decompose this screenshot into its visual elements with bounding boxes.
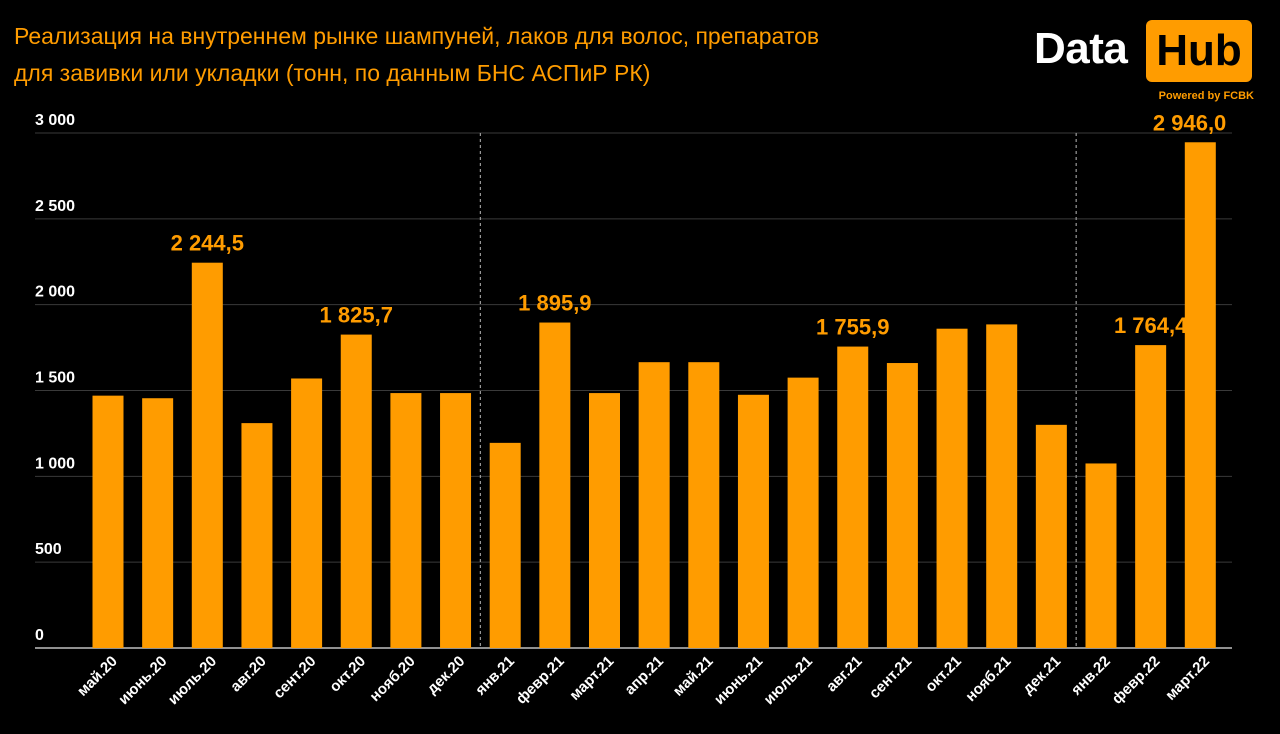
x-tick-label: нояб.21 [962, 653, 1014, 705]
bar-июль.21 [788, 378, 819, 648]
bar-нояб.21 [986, 324, 1017, 648]
x-tick-label: дек.20 [424, 653, 469, 698]
x-tick-label: март.21 [566, 653, 617, 704]
bar-окт.21 [937, 329, 968, 648]
y-tick-label: 1 500 [35, 370, 75, 387]
y-tick-label: 2 500 [35, 198, 75, 215]
bar-июнь.21 [738, 395, 769, 648]
x-tick-label: сент.20 [270, 653, 319, 702]
bar-март.21 [589, 393, 620, 648]
bar-сент.21 [887, 363, 918, 648]
y-tick-label: 0 [35, 627, 44, 644]
x-tick-label: июль.20 [165, 653, 220, 708]
x-tick-label: май.21 [670, 653, 717, 700]
x-tick-label: июнь.20 [115, 653, 170, 708]
x-tick-label: июль.21 [761, 653, 816, 708]
bar-май.20 [93, 396, 124, 648]
bar-февр.21 [539, 323, 570, 648]
y-tick-label: 2 000 [35, 284, 75, 301]
bar-авг.21 [837, 347, 868, 648]
data-label: 1 764,4 [1114, 313, 1188, 338]
y-axis: 0 500 1 000 1 500 2 000 2 500 3 000 [35, 112, 75, 644]
bar-дек.21 [1036, 425, 1067, 648]
data-label: 1 825,7 [320, 303, 393, 328]
bar-апр.21 [639, 362, 670, 648]
bar-июль.20 [192, 263, 223, 648]
bar-дек.20 [440, 393, 471, 648]
x-tick-label: окт.21 [922, 653, 965, 696]
bar-нояб.20 [390, 393, 421, 648]
y-tick-label: 3 000 [35, 112, 75, 129]
bar-февр.22 [1135, 345, 1166, 648]
x-tick-label: сент.21 [866, 653, 915, 702]
x-tick-label: авг.21 [823, 653, 866, 696]
data-label: 2 244,5 [171, 231, 244, 256]
x-tick-label: дек.21 [1019, 653, 1064, 698]
bar-авг.20 [241, 423, 272, 648]
bar-июнь.20 [142, 398, 173, 648]
bar-янв.21 [490, 443, 521, 648]
bar-сент.20 [291, 378, 322, 648]
x-tick-label: февр.22 [1109, 653, 1164, 708]
y-tick-label: 500 [35, 541, 62, 558]
bar-янв.22 [1086, 463, 1117, 648]
x-tick-label: янв.22 [1068, 653, 1114, 699]
bar-май.21 [688, 362, 719, 648]
x-tick-label: июнь.21 [711, 653, 766, 708]
x-tick-label: февр.21 [513, 653, 568, 708]
bar-окт.20 [341, 335, 372, 648]
x-tick-label: авг.20 [227, 653, 270, 696]
bars [93, 142, 1216, 648]
x-tick-label: окт.20 [326, 653, 369, 696]
data-label: 1 755,9 [816, 315, 889, 340]
x-tick-label: нояб.20 [366, 653, 418, 705]
bar-март.22 [1185, 142, 1216, 648]
x-tick-label: март.22 [1162, 653, 1213, 704]
data-label: 2 946,0 [1153, 110, 1226, 135]
x-tick-label: янв.21 [472, 653, 518, 699]
y-tick-label: 1 000 [35, 455, 75, 472]
data-labels: 2 244,5 1 825,7 1 895,9 1 755,9 1 764,4 2 946… [171, 110, 1227, 339]
data-label: 1 895,9 [518, 291, 591, 316]
x-tick-label: май.20 [74, 653, 121, 700]
x-tick-label: апр.21 [621, 653, 667, 699]
